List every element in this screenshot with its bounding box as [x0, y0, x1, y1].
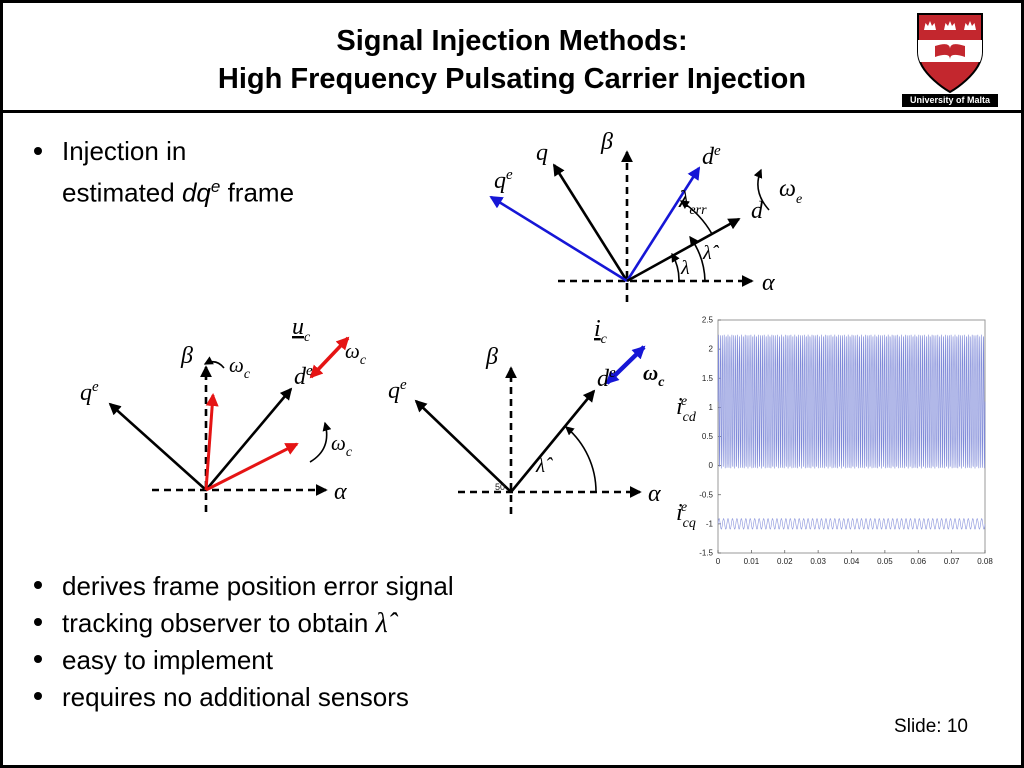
de-vector	[509, 389, 596, 493]
x-tick-label: 0.08	[977, 557, 993, 566]
y-tick-label: 0.5	[702, 432, 714, 441]
q-label: q	[536, 140, 548, 166]
origin-tick-label: 50	[495, 482, 505, 492]
icd-trace-label: icde	[676, 394, 697, 425]
x-tick-label: 0.01	[744, 557, 760, 566]
lambda-hat-label: λ̂	[702, 242, 720, 264]
bottom-bullet-list: derives frame position error signal trac…	[34, 571, 454, 719]
plot-frame	[717, 319, 986, 554]
carrier-component-beta-arrow	[204, 393, 219, 491]
bullet-dot	[34, 655, 42, 663]
bullet-injection-text: Injection in estimated dqe frame	[62, 134, 294, 211]
x-tick-label: 0.03	[810, 557, 826, 566]
bullet-tracking-observer: tracking observer to obtain λ̂	[34, 608, 454, 638]
carrier-component-alpha-arrow	[205, 442, 299, 492]
d-label: d	[751, 198, 764, 224]
bullet-no-sensors: requires no additional sensors	[34, 682, 454, 712]
bullet-derives-error: derives frame position error signal	[34, 571, 454, 601]
bullet-injection-line1: Injection in	[62, 136, 187, 166]
omega-c-rotation-arrow-de	[309, 421, 332, 463]
y-tick-label: 2	[709, 345, 714, 354]
x-tick-label: 0.06	[910, 557, 926, 566]
university-of-malta-logo: University of Malta	[902, 12, 998, 107]
university-crest-icon	[917, 13, 983, 94]
x-tick-label: 0	[716, 557, 721, 566]
de-label: de	[597, 365, 616, 392]
slide-number: Slide: 10	[894, 716, 968, 737]
ic-label: ic	[594, 316, 608, 347]
lambda-hat-arc	[564, 426, 597, 493]
beta-label: β	[180, 343, 193, 369]
lambda-hat-label: λ̂	[535, 453, 553, 477]
x-tick-label: 0.07	[944, 557, 960, 566]
x-tick-label: 0.02	[777, 557, 793, 566]
bullet-dot	[34, 618, 42, 626]
lambda-hat-arc	[689, 235, 706, 282]
bullet-dot	[34, 692, 42, 700]
carrier-current-plot: 0 0.01 0.02 0.03 0.04 0.05 0.06 0.07 0.08 2.5 2 1.5…	[699, 316, 993, 567]
icq-trace-label: icqe	[676, 500, 696, 531]
omega-c-label: ωc	[229, 353, 251, 382]
title-line-2: High Frequency Pulsating Carrier Injecti…	[217, 63, 807, 95]
alpha-label: α	[334, 479, 347, 505]
diagram-dq-frames: α β q qe de d λerr ωe λ λ̂	[489, 129, 802, 302]
logo-caption: University of Malta	[902, 94, 998, 107]
diagram-carrier-voltage: α β qe de uc ωc ωc ωc	[80, 314, 367, 512]
de-label: de	[294, 363, 313, 390]
omega-e-label: ωe	[779, 176, 802, 207]
x-tick-label: 0.04	[844, 557, 860, 566]
bullet-easy-implement: easy to implement	[34, 645, 454, 675]
y-tick-label: 0	[709, 461, 714, 470]
waveform-i_cq_e	[717, 518, 986, 530]
alpha-label: α	[648, 481, 661, 507]
beta-label: β	[485, 344, 498, 370]
waveform-i_cd_e	[717, 334, 986, 469]
bullet-dot	[34, 147, 42, 155]
diagram-carrier-current: α β qe de ic ωc λ̂ 50	[388, 316, 665, 514]
omega-c-rotation-arrow-beta	[203, 356, 225, 369]
alpha-label: α	[762, 270, 775, 296]
de-label: de	[702, 143, 721, 170]
y-tick-label: -1.5	[699, 549, 713, 558]
y-tick-label: -1	[706, 519, 714, 528]
ic-pulsating-arrow	[605, 345, 646, 385]
qe-vector	[489, 195, 628, 283]
qe-vector	[108, 402, 207, 491]
lambda-err-arc	[679, 200, 713, 235]
y-tick-label: 1.5	[702, 374, 714, 383]
de-vector	[205, 387, 293, 491]
lambda-arc	[671, 252, 680, 282]
y-tick-label: 1	[709, 403, 714, 412]
x-tick-label: 0.05	[877, 557, 893, 566]
y-tick-label: 2.5	[702, 316, 714, 325]
bullet-injection-line2: estimated dqe frame	[62, 177, 295, 208]
title-line-1: Signal Injection Methods:	[336, 25, 688, 57]
uc-label: uc	[292, 314, 311, 345]
y-tick-label: -0.5	[699, 490, 713, 499]
crowns-icon	[924, 21, 976, 30]
open-book-icon	[935, 44, 965, 59]
qe-vector	[414, 399, 512, 493]
qe-label: qe	[494, 167, 513, 194]
lambda-label: λ	[680, 257, 690, 279]
beta-label: β	[600, 129, 613, 155]
uc-pulsating-arrow	[309, 336, 350, 379]
qe-label: qe	[80, 379, 99, 406]
title-divider	[0, 110, 1024, 113]
de-vector	[625, 166, 701, 282]
q-vector	[552, 163, 629, 282]
qe-label: qe	[388, 377, 407, 404]
omega-c-label: ωc	[345, 339, 367, 368]
omega-e-rotation-arrow	[753, 168, 770, 211]
omega-c-label: ωc	[643, 361, 665, 390]
d-vector	[626, 217, 741, 283]
slide-title: Signal Injection Methods: High Frequency…	[0, 22, 1024, 98]
lambda-err-label: λerr	[678, 187, 707, 218]
bullet-dot	[34, 581, 42, 589]
bullet-injection: Injection in estimated dqe frame	[34, 134, 294, 211]
omega-c-label: ωc	[331, 431, 353, 460]
